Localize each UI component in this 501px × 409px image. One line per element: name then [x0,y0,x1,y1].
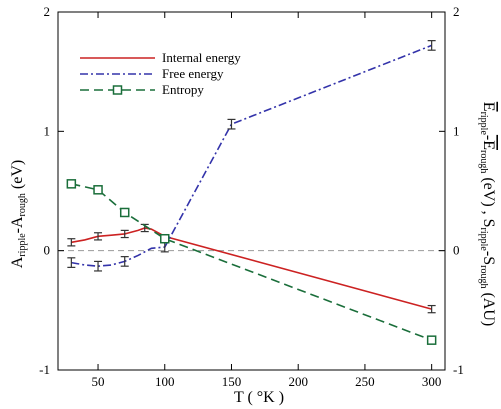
legend-label: Free energy [162,66,224,81]
data-point [119,207,130,218]
series-entropy [66,179,437,345]
plot-frame [57,11,446,371]
legend-label: Entropy [162,82,204,97]
series-line [71,44,432,267]
plot-border [57,11,446,371]
x-tick-label: 150 [222,374,242,389]
legend-label: Internal energy [162,50,241,65]
data-point [66,179,77,189]
y-axis-label-left: Aripple-Arough (eV) [9,160,28,268]
series-internal-energy [67,223,436,314]
y-tick-label-right: 2 [453,4,460,19]
x-tick-label: 250 [355,374,375,389]
x-tick-label: 200 [288,374,308,389]
x-axis-label: T ( °K ) [234,389,284,406]
ticks-layer: 50 100 150 200 250 300 -1 -1 0 0 1 1 2 2 [39,4,464,389]
series-free-energy [67,40,436,272]
y-tick-label-left: 2 [44,4,51,19]
data-point [426,335,437,345]
series-layer [66,40,437,345]
series-line [71,183,432,341]
x-tick-label: 50 [92,374,105,389]
y-axis-label-right: Eripple-Erough (eV) , Sripple-Srough (AU… [478,102,497,326]
y-tick-label-right: 0 [453,243,460,258]
y-tick-label-left: 1 [44,123,51,138]
y-tick-label-right: -1 [453,362,464,377]
y-tick-label-left: 0 [44,243,51,258]
legend-marker [112,85,123,95]
x-tick-label: 300 [422,374,442,389]
y-tick-label-right: 1 [453,123,460,138]
series-line [71,227,432,310]
data-point [93,185,103,195]
data-point [160,233,170,244]
x-tick-label: 100 [155,374,175,389]
y-tick-label-left: -1 [39,362,50,377]
